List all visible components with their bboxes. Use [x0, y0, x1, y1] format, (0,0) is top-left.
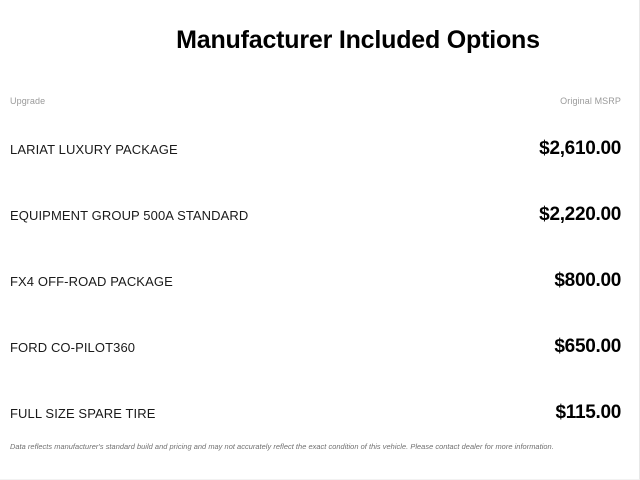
option-name: LARIAT LUXURY PACKAGE: [10, 142, 178, 157]
disclaimer-text: Data reflects manufacturer's standard bu…: [10, 442, 554, 451]
table-header-row: Upgrade Original MSRP: [10, 96, 621, 116]
column-header-upgrade: Upgrade: [10, 96, 46, 106]
option-price: $800.00: [554, 270, 621, 291]
option-name: FX4 OFF-ROAD PACKAGE: [10, 274, 173, 289]
table-row: FX4 OFF-ROAD PACKAGE $800.00: [10, 270, 621, 336]
page-title: Manufacturer Included Options: [176, 26, 540, 54]
table-body: LARIAT LUXURY PACKAGE $2,610.00 EQUIPMEN…: [10, 138, 621, 468]
table-row: LARIAT LUXURY PACKAGE $2,610.00: [10, 138, 621, 204]
option-name: FULL SIZE SPARE TIRE: [10, 406, 156, 421]
option-name: EQUIPMENT GROUP 500A STANDARD: [10, 208, 249, 223]
option-price: $115.00: [555, 402, 621, 423]
table-row: EQUIPMENT GROUP 500A STANDARD $2,220.00: [10, 204, 621, 270]
table-row: FORD CO-PILOT360 $650.00: [10, 336, 621, 402]
option-price: $2,610.00: [539, 138, 621, 159]
included-options-table: Upgrade Original MSRP LARIAT LUXURY PACK…: [0, 96, 640, 468]
table-row: FULL SIZE SPARE TIRE $115.00: [10, 402, 621, 468]
option-price: $2,220.00: [539, 204, 621, 225]
column-header-original-msrp: Original MSRP: [560, 96, 621, 106]
option-name: FORD CO-PILOT360: [10, 340, 136, 355]
option-price: $650.00: [554, 336, 621, 357]
